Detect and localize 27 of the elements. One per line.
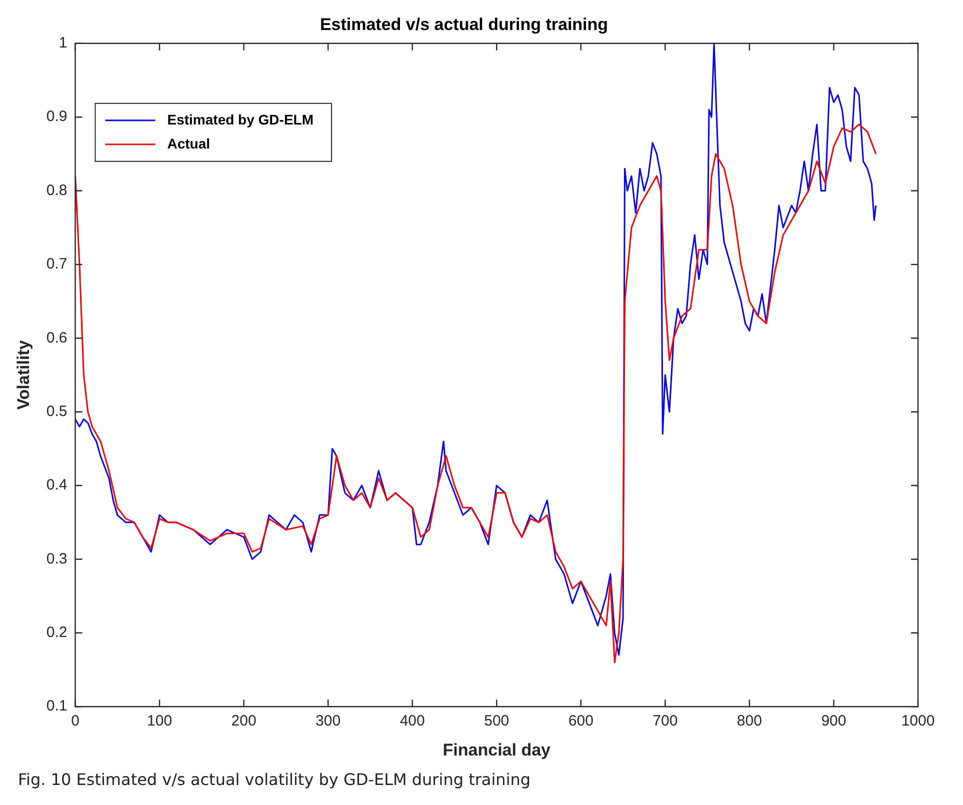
x-tick-label: 800: [736, 712, 762, 730]
x-tick-label: 200: [231, 712, 256, 730]
x-tick-label: 700: [652, 712, 678, 730]
y-tick-label: 0.2: [46, 624, 68, 642]
legend-label: Actual: [167, 135, 210, 152]
y-tick-label: 0.6: [46, 329, 68, 346]
y-tick-label: 0.3: [46, 550, 68, 568]
y-tick-label: 1: [58, 34, 68, 52]
y-tick-label: 0.8: [46, 182, 68, 199]
legend-label: Estimated by GD-ELM: [167, 111, 314, 128]
x-tick-label: 600: [568, 712, 594, 730]
caption: Fig. 10 Estimated v/s actual volatility by GD-ELM during training: [18, 770, 531, 789]
y-axis-title: Volatility: [14, 340, 33, 410]
x-tick-label: 1000: [901, 712, 935, 730]
x-tick-label: 400: [400, 712, 425, 730]
chart-title: Estimated v/s actual during training: [320, 14, 608, 34]
x-tick-label: 0: [71, 712, 80, 730]
x-axis-title: Financial day: [442, 740, 552, 760]
x-tick-label: 300: [316, 712, 341, 730]
x-tick-label: 900: [821, 712, 846, 730]
y-tick-label: 0.1: [46, 698, 68, 715]
x-tick-label: 500: [484, 712, 510, 730]
y-tick-label: 0.7: [46, 256, 68, 273]
y-tick-label: 0.9: [46, 108, 68, 126]
y-tick-label: 0.5: [46, 402, 68, 420]
x-tick-label: 100: [147, 712, 172, 730]
y-tick-label: 0.4: [46, 476, 68, 494]
